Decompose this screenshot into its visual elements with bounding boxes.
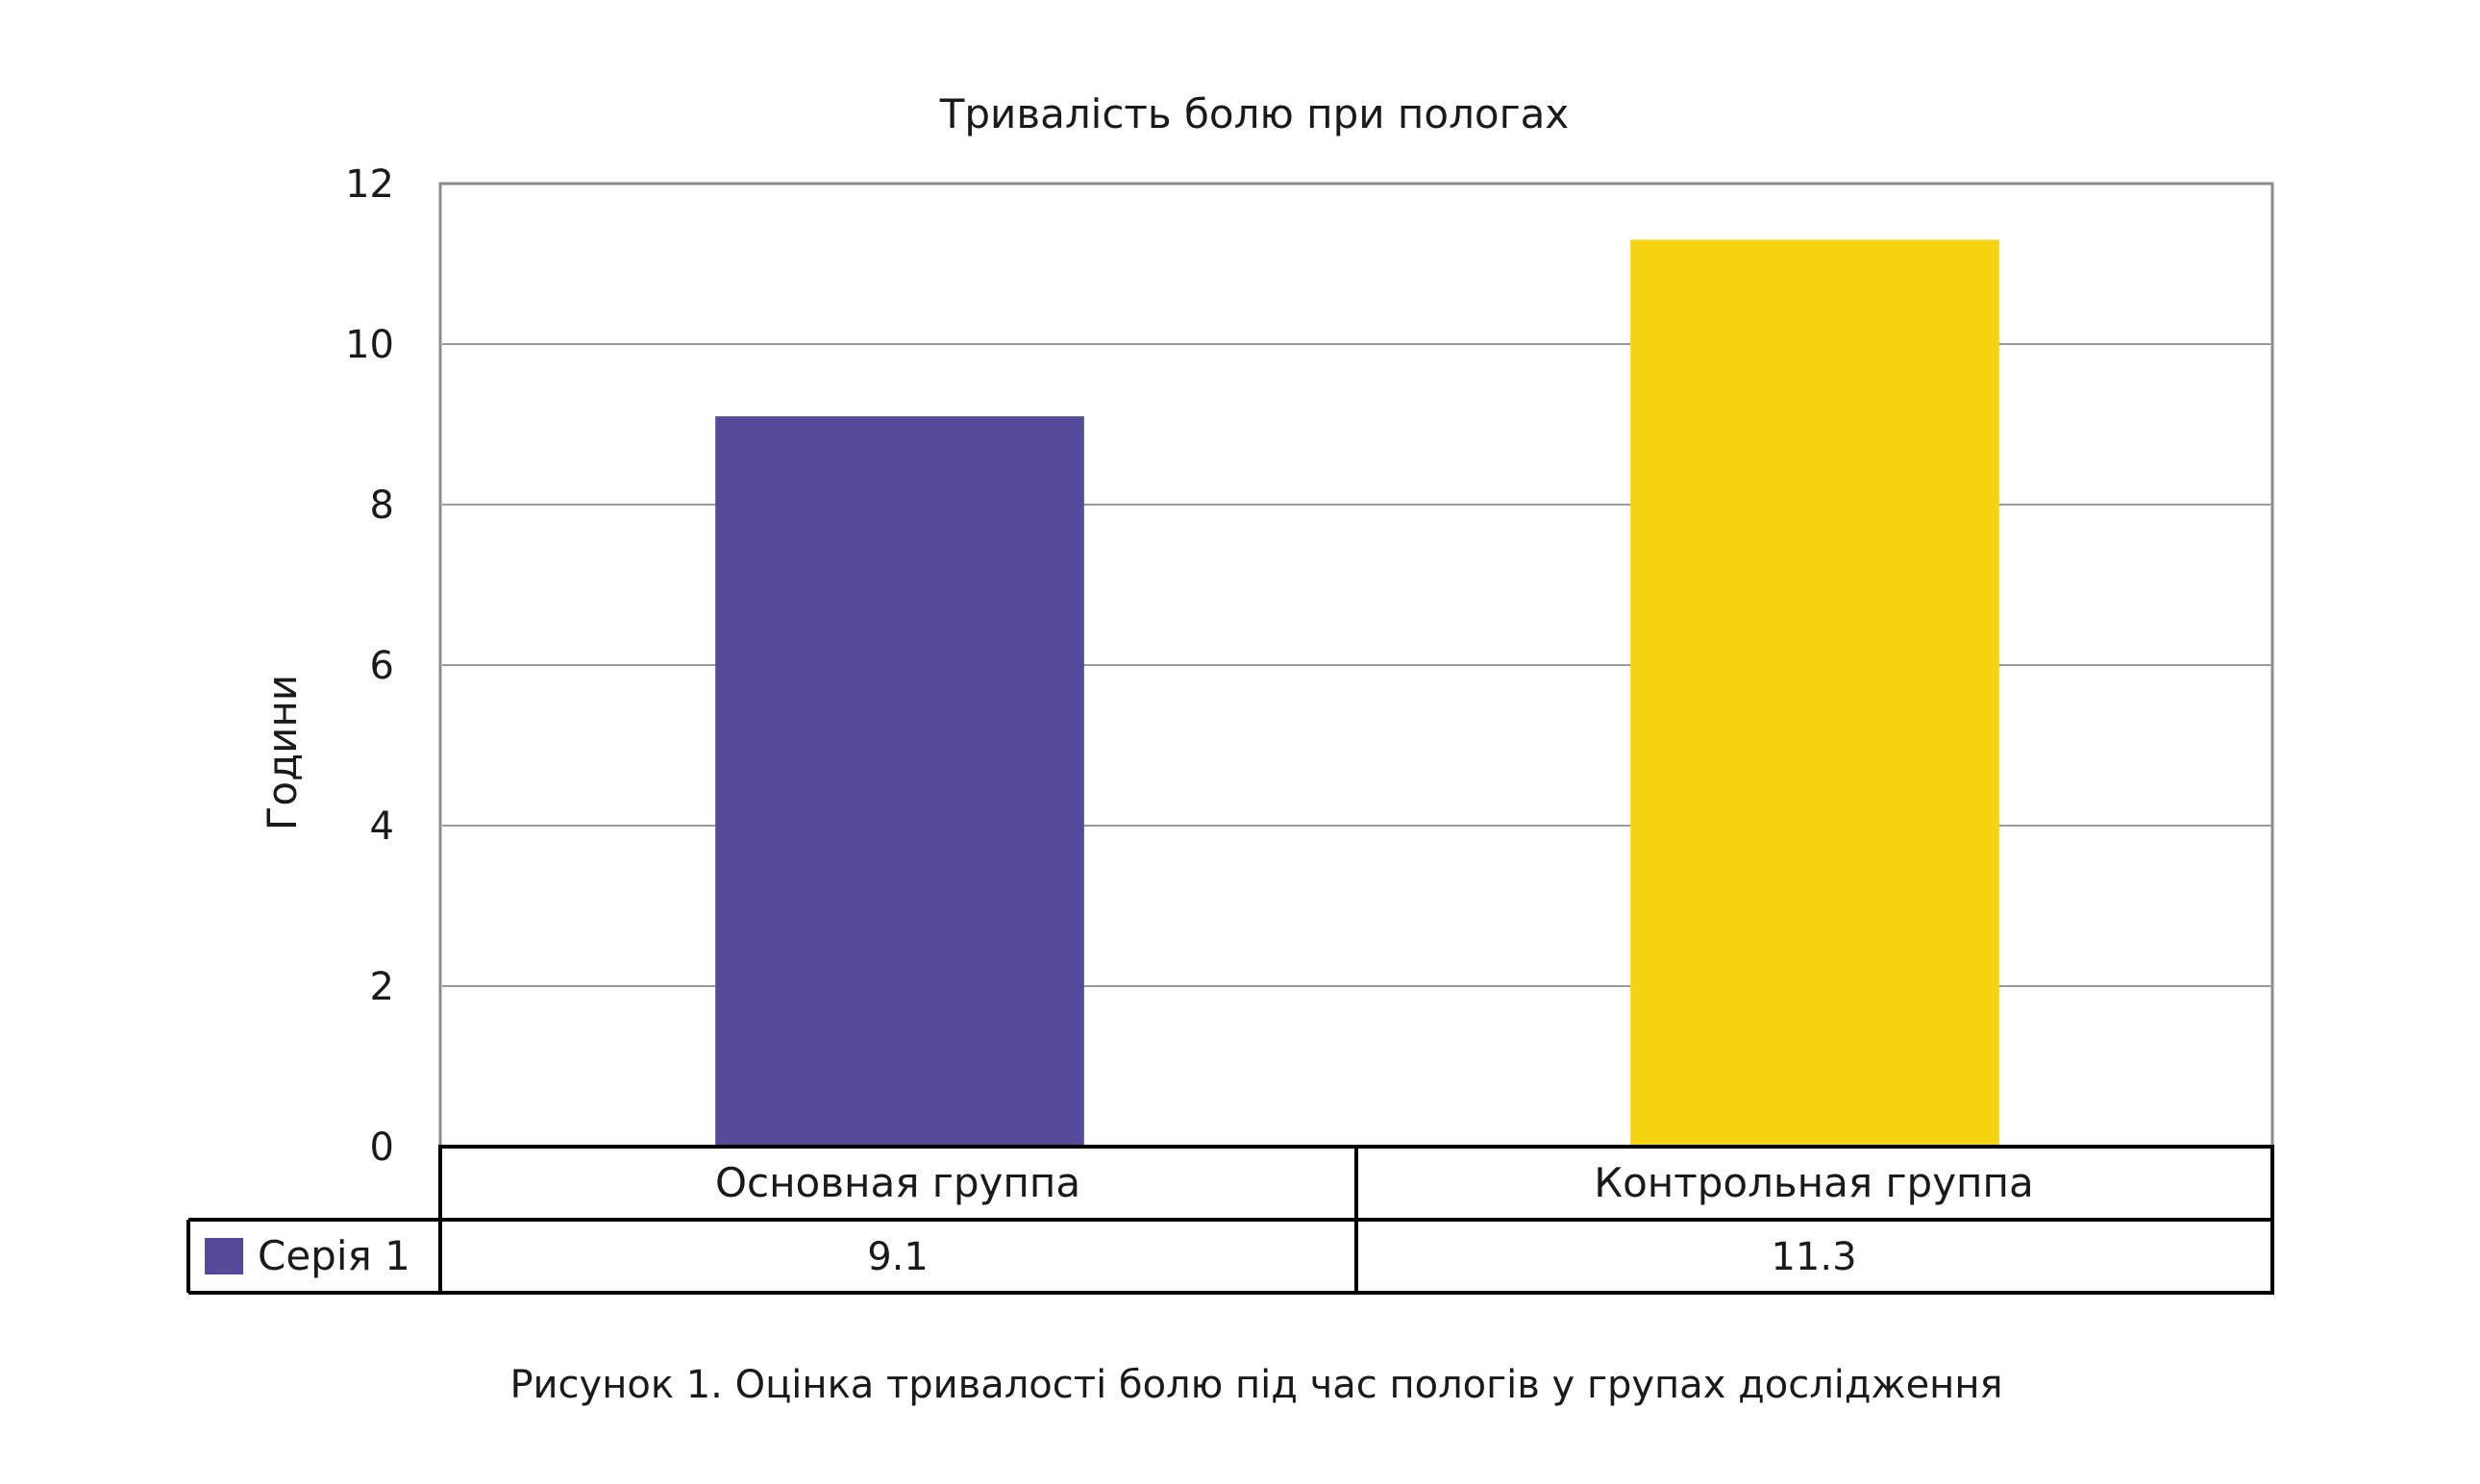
y-tick-label: 10 (345, 323, 394, 367)
category-label-1: Основная группа (715, 1159, 1080, 1206)
y-tick-label: 6 (370, 644, 394, 688)
y-tick-label: 0 (370, 1125, 394, 1170)
y-tick-label: 2 (370, 965, 394, 1009)
y-axis-label: Години (259, 675, 306, 830)
category-label-2: Контрольная группа (1594, 1159, 2033, 1206)
bar-2 (1630, 239, 1999, 1147)
y-tick-label: 4 (370, 804, 394, 849)
legend-swatch (205, 1238, 243, 1274)
y-tick-label: 8 (370, 483, 394, 528)
y-tick-label: 12 (345, 162, 394, 207)
table-value-2: 11.3 (1771, 1235, 1856, 1279)
data-table: Серія 1 Основная группа Контрольная груп… (186, 1145, 2274, 1295)
legend-series-name: Серія 1 (258, 1232, 410, 1279)
figure-caption: Рисунок 1. Оцінка тривалості болю під ча… (509, 1363, 2002, 1407)
table-value-1: 9.1 (867, 1235, 929, 1279)
chart-title: Тривалість болю при пологах (939, 90, 1570, 137)
bars (715, 239, 1999, 1147)
y-axis-ticks: 0 2 4 6 8 10 12 (345, 162, 394, 1170)
bar-1 (715, 416, 1084, 1147)
